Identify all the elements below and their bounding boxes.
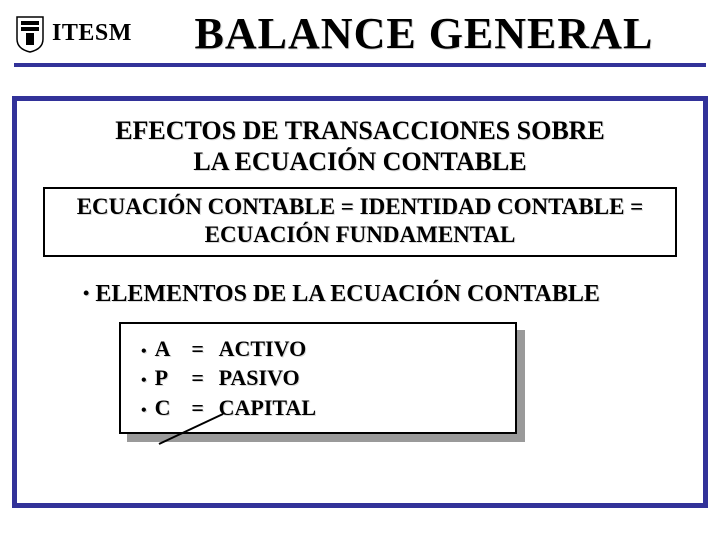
- equation-line-2: ECUACIÓN FUNDAMENTAL: [205, 222, 516, 247]
- logo-block: ITESM: [14, 15, 132, 53]
- bullet-icon: •: [83, 283, 89, 303]
- page-title: BALANCE GENERAL: [142, 8, 706, 59]
- definition-word: PASIVO: [219, 363, 300, 393]
- equation-line-1: ECUACIÓN CONTABLE = IDENTIDAD CONTABLE =: [77, 194, 644, 219]
- definitions-wrap: • A = ACTIVO • P = PASIVO • C = CAPITAL: [119, 322, 521, 440]
- subtitle-line-2: LA ECUACIÓN CONTABLE: [193, 147, 526, 176]
- bullet-icon: •: [141, 370, 147, 392]
- crest-icon: [14, 15, 46, 53]
- org-name: ITESM: [52, 20, 132, 47]
- title-underline: [14, 63, 706, 67]
- definition-word: CAPITAL: [219, 393, 316, 423]
- equation-box: ECUACIÓN CONTABLE = IDENTIDAD CONTABLE =…: [43, 187, 677, 256]
- equals: =: [185, 363, 211, 393]
- definition-row: • A = ACTIVO: [141, 334, 501, 364]
- definitions-box: • A = ACTIVO • P = PASIVO • C = CAPITAL: [119, 322, 517, 434]
- subtitle: EFECTOS DE TRANSACCIONES SOBRE LA ECUACI…: [61, 115, 659, 177]
- bullet-icon: •: [141, 341, 147, 363]
- symbol: P: [155, 363, 185, 393]
- definition-word: ACTIVO: [219, 334, 307, 364]
- section-heading-text: ELEMENTOS DE LA ECUACIÓN CONTABLE: [95, 281, 600, 307]
- pointer-line-icon: [155, 410, 227, 448]
- bullet-icon: •: [141, 400, 147, 422]
- content-frame: EFECTOS DE TRANSACCIONES SOBRE LA ECUACI…: [12, 96, 708, 508]
- symbol: A: [155, 334, 185, 364]
- equals: =: [185, 334, 211, 364]
- section-heading: • ELEMENTOS DE LA ECUACIÓN CONTABLE: [83, 281, 679, 308]
- header: ITESM BALANCE GENERAL: [0, 0, 720, 59]
- subtitle-line-1: EFECTOS DE TRANSACCIONES SOBRE: [115, 116, 605, 145]
- definition-row: • P = PASIVO: [141, 363, 501, 393]
